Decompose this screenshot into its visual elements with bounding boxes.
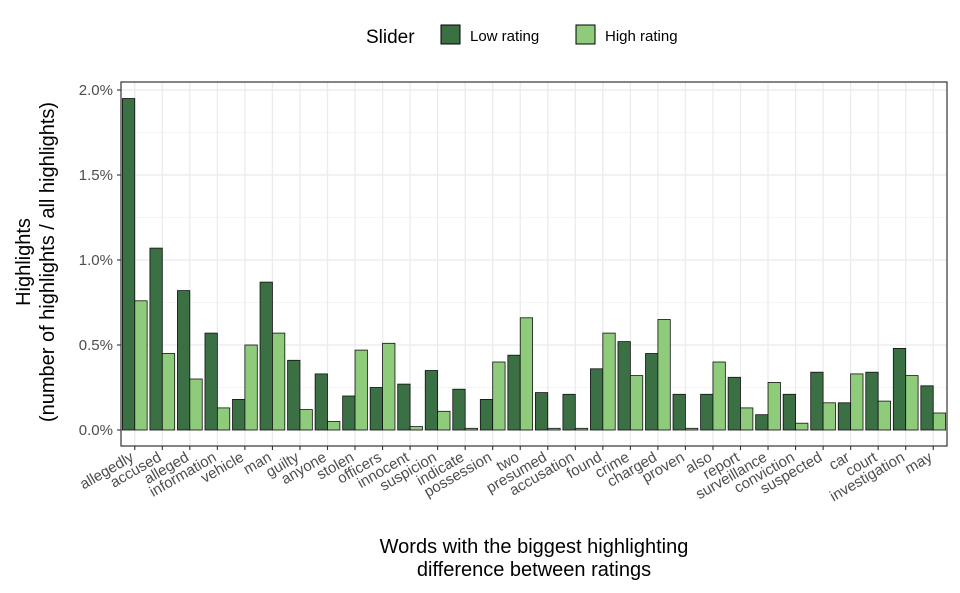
bar-low-crime	[617, 341, 631, 431]
bar-low-presumed	[534, 392, 549, 431]
y-tick-label: 1.0%	[79, 252, 113, 269]
bar-high-surveillance	[767, 381, 781, 431]
legend: Slider Low rating High rating	[366, 24, 678, 48]
bar-low-information	[204, 332, 218, 431]
bar-high-suspected	[822, 402, 836, 431]
bar-high-innocent	[409, 426, 423, 431]
bar-low-anyone	[314, 373, 328, 431]
bar-high-indicate	[464, 427, 478, 431]
bar-low-proven	[672, 393, 686, 431]
bar-high-court	[877, 400, 891, 431]
x-axis: allegedlyaccusedallegedinformationvehicl…	[77, 446, 936, 505]
x-axis-title-line2: difference between ratings	[417, 559, 651, 581]
bar-low-investigation	[892, 347, 907, 431]
bar-low-innocent	[397, 383, 411, 431]
bar-high-anyone	[327, 421, 341, 431]
legend-title: Slider	[366, 27, 415, 48]
bar-low-conviction	[782, 393, 796, 431]
bar-low-vehicle	[232, 398, 246, 431]
bar-low-may	[920, 385, 934, 431]
bar-high-crime	[629, 375, 644, 431]
plot-panel-border	[120, 81, 948, 447]
bar-high-alleged	[189, 378, 203, 431]
bar-low-guilty	[287, 359, 301, 431]
bar-high-allegedly	[134, 300, 148, 431]
bar-low-also	[700, 393, 714, 431]
bar-high-man	[272, 332, 286, 431]
bar-high-accusation	[574, 427, 589, 431]
bar-low-court	[865, 371, 879, 431]
y-axis-title-line2: (number of highlights / all highlights)	[37, 102, 59, 422]
bar-low-accusation	[562, 393, 576, 431]
bar-high-suspicion	[437, 410, 451, 431]
y-tick-label: 0.0%	[79, 422, 113, 439]
y-axis: 0.0% 0.5% 1.0% 1.5% 2.0%	[79, 82, 121, 439]
bar-high-found	[602, 332, 616, 431]
bar-high-report	[740, 407, 754, 431]
x-tick-label: may	[902, 448, 935, 477]
bar-high-stolen	[354, 349, 368, 431]
bar-high-information	[216, 407, 231, 431]
bar-low-car	[837, 402, 852, 431]
bar-low-indicate	[452, 388, 466, 431]
bar-high-may	[932, 412, 947, 431]
bar-high-car	[850, 373, 864, 431]
bar-low-two	[507, 354, 521, 431]
bar-low-found	[590, 368, 604, 431]
bars	[121, 98, 947, 431]
bar-low-allegedly	[121, 98, 136, 431]
bar-low-man	[259, 281, 273, 431]
bar-high-proven	[685, 427, 699, 431]
bar-high-accused	[161, 353, 176, 431]
bar-low-stolen	[342, 395, 356, 431]
bar-high-charged	[657, 319, 671, 431]
legend-label-low: Low rating	[470, 28, 539, 45]
bar-low-alleged	[177, 290, 191, 431]
x-axis-title-line1: Words with the biggest highlighting	[380, 536, 689, 558]
bar-low-charged	[645, 353, 659, 431]
bar-high-vehicle	[244, 344, 258, 431]
bar-high-officers	[382, 342, 396, 431]
y-tick-label: 2.0%	[79, 82, 113, 99]
y-axis-title: Highlights (number of highlights / all h…	[13, 102, 59, 422]
bar-high-also	[712, 361, 726, 431]
y-tick-label: 0.5%	[79, 337, 113, 354]
bar-low-possession	[479, 398, 494, 431]
bar-high-conviction	[795, 422, 809, 431]
bar-low-accused	[149, 247, 163, 431]
bar-low-report	[727, 376, 741, 431]
bar-high-possession	[492, 361, 506, 431]
bar-high-presumed	[547, 427, 561, 431]
bar-low-surveillance	[755, 414, 769, 431]
y-axis-title-line1: Highlights	[13, 218, 35, 306]
x-axis-title: Words with the biggest highlighting diff…	[380, 536, 689, 581]
legend-swatch-low	[440, 24, 461, 45]
bar-low-suspected	[810, 371, 824, 431]
bar-high-investigation	[905, 375, 919, 431]
bar-low-officers	[369, 387, 383, 431]
bar-high-guilty	[299, 409, 313, 431]
bar-high-two	[519, 317, 534, 431]
legend-label-high: High rating	[605, 28, 678, 45]
y-tick-label: 1.5%	[79, 167, 113, 184]
bar-low-suspicion	[424, 370, 439, 431]
legend-swatch-high	[575, 24, 596, 45]
